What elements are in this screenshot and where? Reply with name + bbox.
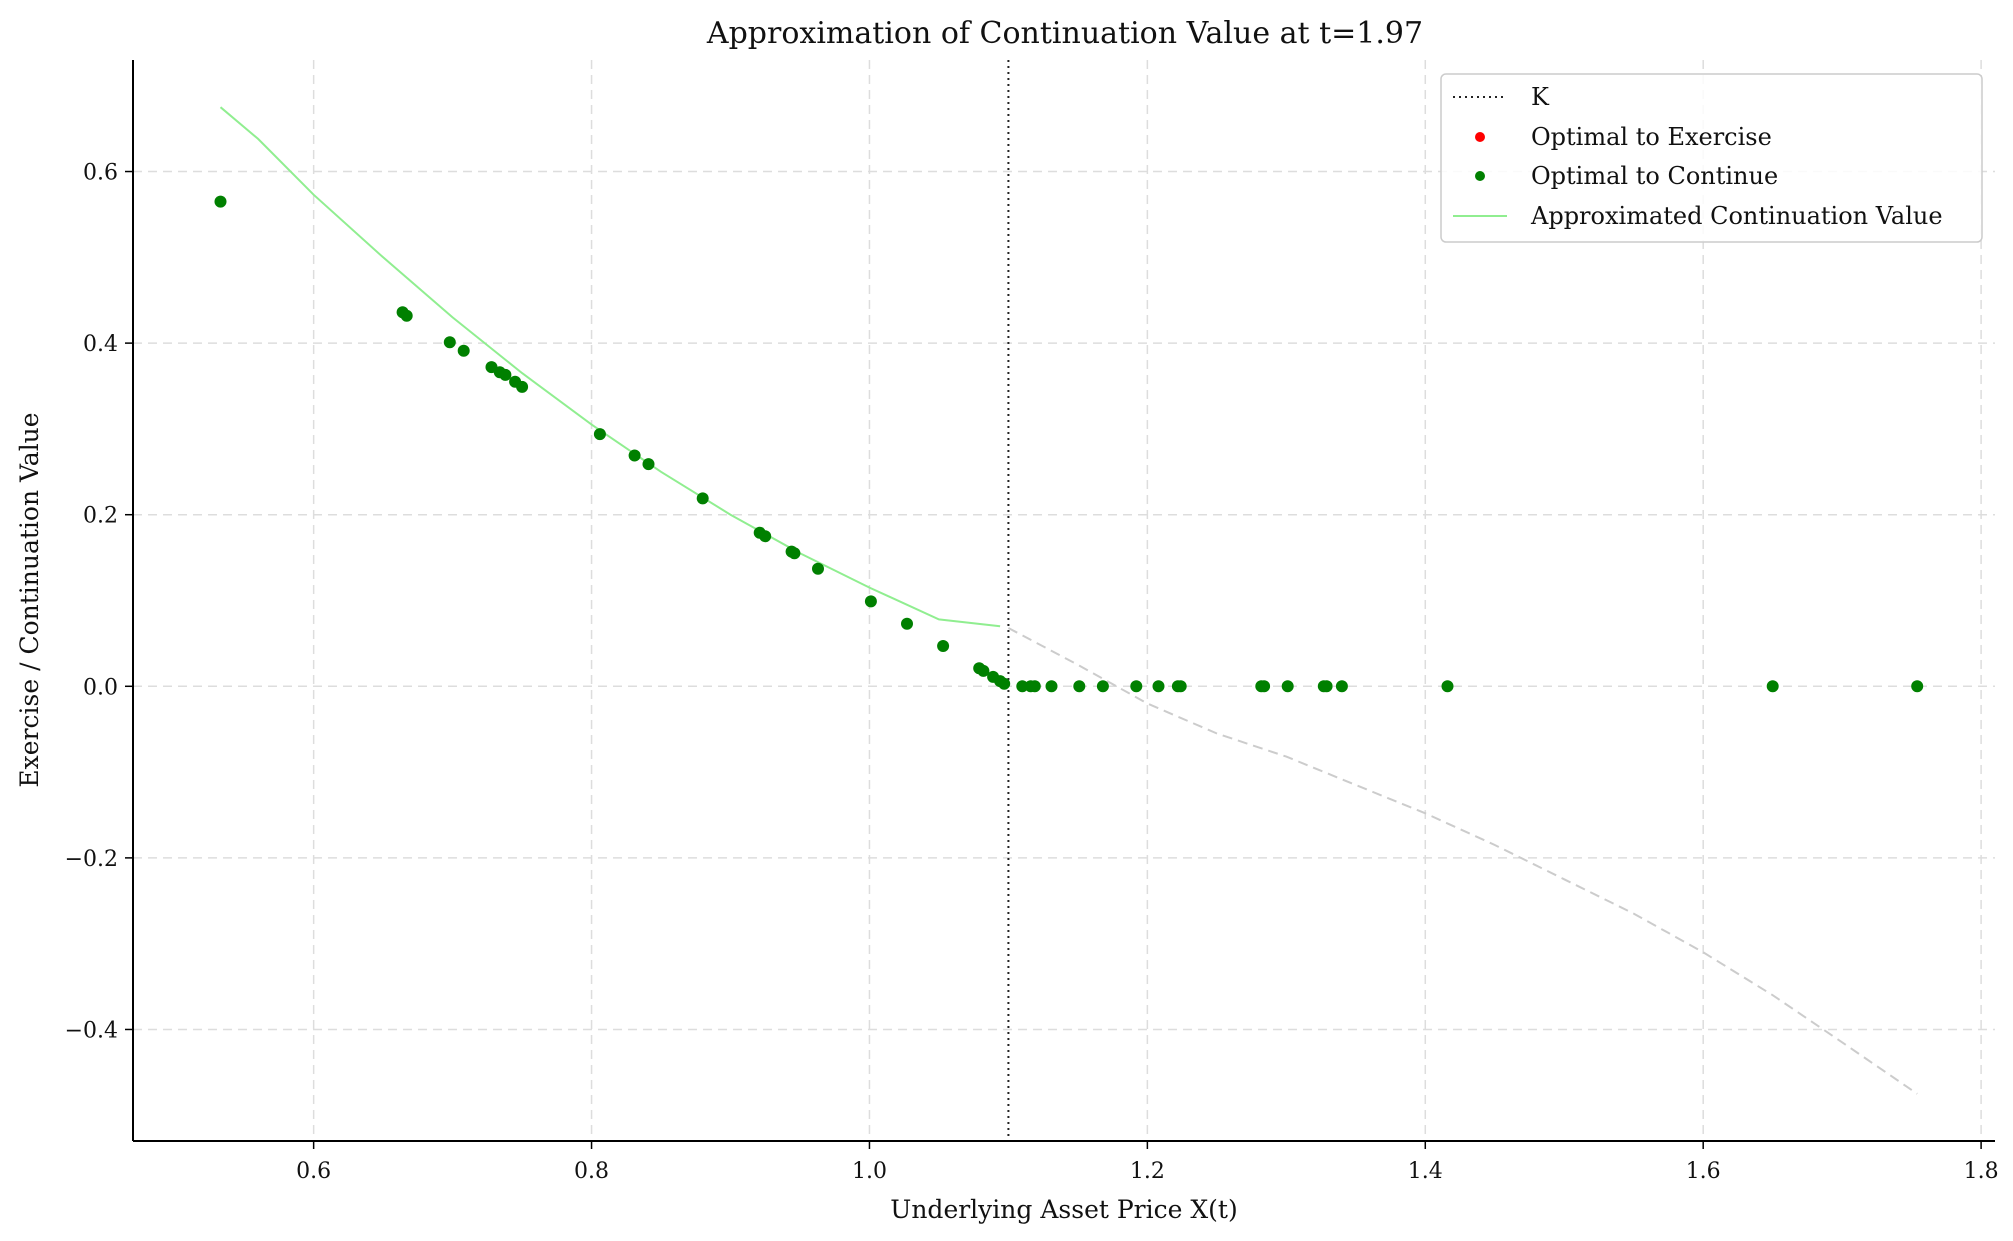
continue-point (998, 677, 1011, 690)
legend-entry-continue: Optimal to Continue (1475, 162, 1778, 190)
continue-point (642, 458, 655, 471)
point-layer (214, 195, 1924, 693)
x-tick-label: 1.6 (1686, 1159, 1721, 1184)
axes-spines (132, 60, 1995, 1142)
y-tick-label: 0.0 (83, 675, 118, 700)
y-tick-label: 0.4 (83, 332, 118, 357)
continue-point (1016, 680, 1029, 693)
y-tick-label: 0.6 (83, 161, 118, 186)
continue-point (937, 640, 950, 652)
chart-title: Approximation of Continuation Value at t… (706, 16, 1423, 51)
y-tick-label: −0.2 (65, 847, 118, 872)
legend-exercise-marker (1475, 132, 1485, 142)
continue-point (1028, 680, 1041, 693)
legend-entry-k: K (1453, 83, 1550, 111)
curve-layer (219, 106, 1918, 1095)
legend: K Optimal to Exercise Optimal to Continu… (1440, 73, 1983, 243)
legend-exercise-label: Optimal to Exercise (1531, 123, 1772, 151)
y-tick-label: 0.2 (83, 504, 118, 529)
y-tick-label: −0.4 (65, 1018, 118, 1043)
continue-point (788, 547, 801, 560)
legend-continue-label: Optimal to Continue (1531, 162, 1778, 190)
legend-entry-continuation-curve: Approximated Continuation Value (1453, 202, 1943, 230)
continue-point (516, 380, 529, 393)
x-tick-label: 1.8 (1964, 1159, 1999, 1184)
continue-point (1766, 680, 1779, 693)
y-axis-label: Exercise / Continuation Value (15, 412, 44, 787)
x-tick-label: 1.0 (852, 1159, 887, 1184)
continue-point (696, 492, 709, 505)
x-tick-label: 1.4 (1408, 1159, 1443, 1184)
continue-point (901, 617, 913, 630)
x-tick-label: 1.2 (1130, 1159, 1165, 1184)
legend-curve-label: Approximated Continuation Value (1530, 202, 1943, 230)
continue-point (457, 344, 470, 357)
x-tick-label: 0.8 (574, 1159, 609, 1184)
legend-frame (1440, 73, 1983, 243)
x-axis-label: Underlying Asset Price X(t) (890, 1195, 1237, 1224)
continue-point (400, 309, 413, 322)
legend-continue-marker (1475, 171, 1485, 181)
continue-point (1258, 680, 1271, 693)
x-tick-label: 0.6 (296, 1159, 331, 1184)
continue-point (977, 664, 990, 677)
continue-point (759, 530, 772, 543)
continue-point (214, 195, 227, 208)
continue-point (1130, 680, 1143, 693)
continue-point (593, 428, 606, 441)
continue-point (628, 449, 641, 462)
continue-point (499, 368, 512, 381)
continuation-value-line (219, 106, 1001, 628)
continue-point (443, 336, 456, 349)
tick-layer: 0.6 0.8 1.0 1.2 1.4 1.6 1.8 −0.4 −0.2 0.0 0.2 0.4 0.… (65, 161, 1999, 1184)
continue-point (864, 595, 877, 608)
continuation-extension-line (1007, 627, 1918, 1095)
continue-point (1281, 680, 1294, 693)
legend-k-label: K (1531, 83, 1550, 111)
continue-point (1073, 680, 1086, 693)
continue-point (1045, 680, 1058, 693)
continue-point (812, 562, 824, 575)
continue-point (1335, 680, 1348, 693)
continue-point (1911, 680, 1924, 693)
continue-point (1174, 680, 1187, 693)
continue-point (1152, 680, 1165, 693)
continue-point (1320, 680, 1333, 693)
continue-point (1441, 680, 1454, 693)
legend-entry-exercise: Optimal to Exercise (1475, 123, 1772, 151)
continue-point (1096, 680, 1109, 693)
